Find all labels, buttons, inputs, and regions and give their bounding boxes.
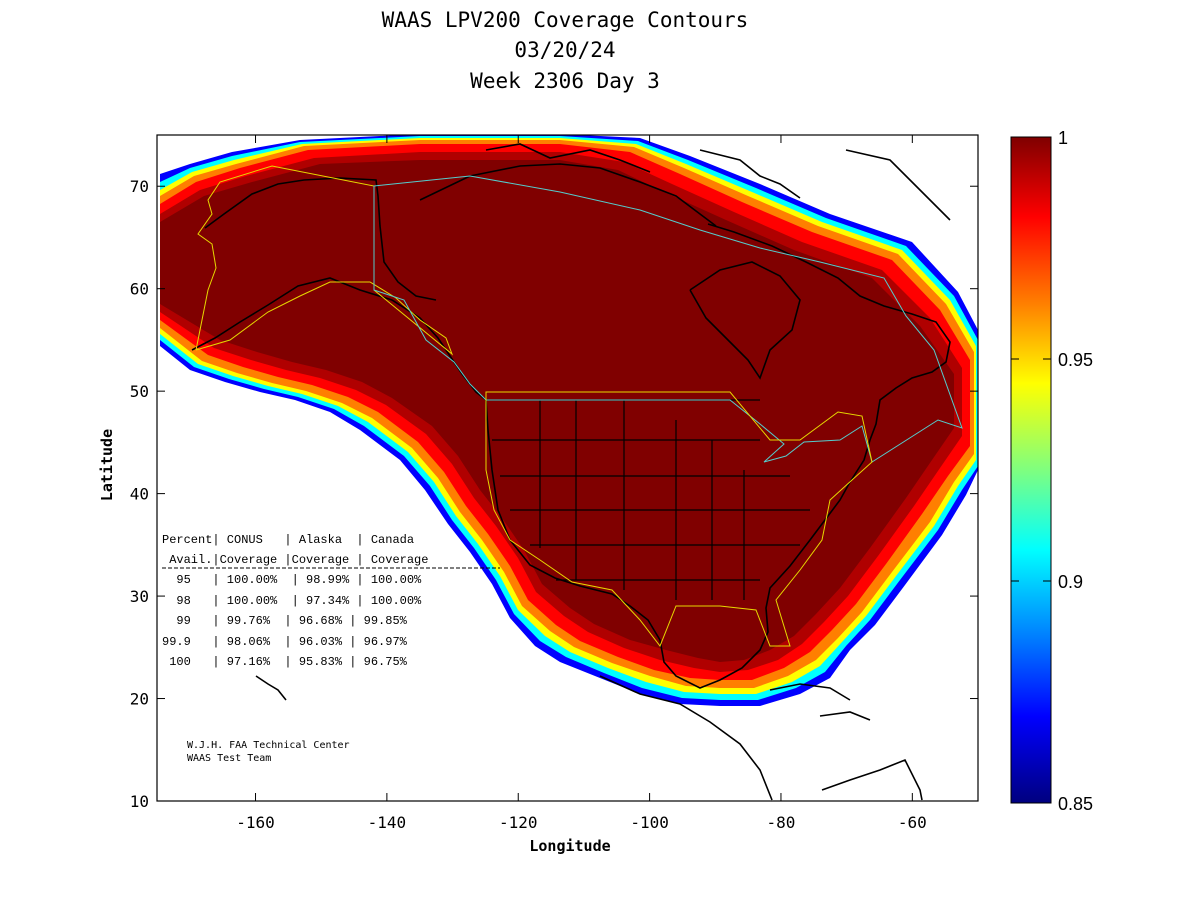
x-axis-ticks: -160 -140 -120 -100 -80 -60 — [236, 135, 927, 832]
colorbar-tick-label: 1 — [1058, 128, 1068, 148]
y-tick-label: 70 — [130, 177, 149, 196]
title-line-3: Week 2306 Day 3 — [470, 69, 660, 93]
credit-line-2: WAAS Test Team — [187, 753, 271, 764]
canada-boundary — [373, 175, 963, 463]
colorbar-tick-label: 0.9 — [1058, 572, 1083, 592]
x-tick-label: -80 — [767, 813, 796, 832]
x-tick-label: -100 — [630, 813, 669, 832]
title-line-1: WAAS LPV200 Coverage Contours — [381, 8, 749, 32]
table-row: 100 | 97.16% | 95.83% | 96.75% — [162, 655, 408, 669]
credit-line-1: W.J.H. FAA Technical Center — [187, 740, 350, 751]
table-row: 99.9 | 98.06% | 96.03% | 96.97% — [162, 635, 408, 649]
y-tick-label: 20 — [130, 690, 149, 709]
coastlines — [191, 143, 951, 801]
y-tick-label: 10 — [130, 792, 149, 811]
table-row: 98 | 100.00% | 97.34% | 100.00% — [162, 594, 422, 608]
x-tick-label: -160 — [236, 813, 275, 832]
colorbar-ticks: 1 0.95 0.9 0.85 — [1011, 128, 1093, 814]
x-tick-label: -60 — [898, 813, 927, 832]
table-header-line-1: Percent| CONUS | Alaska | Canada — [162, 533, 414, 547]
table-row: 95 | 100.00% | 98.99% | 100.00% — [162, 573, 422, 587]
coverage-table: Percent| CONUS | Alaska | Canada Avail.|… — [162, 533, 500, 669]
y-tick-label: 50 — [130, 382, 149, 401]
x-tick-label: -120 — [499, 813, 538, 832]
y-tick-label: 60 — [130, 280, 149, 299]
conus-boundary — [485, 391, 873, 648]
plot-frame — [156, 134, 979, 802]
title-line-2: 03/20/24 — [514, 38, 616, 62]
contour-band-full — [160, 160, 954, 662]
y-axis-ticks: 10 20 30 40 50 60 70 — [130, 177, 978, 811]
table-row: 99 | 99.76% | 96.68% | 99.85% — [162, 614, 408, 628]
colorbar — [1010, 136, 1052, 804]
y-tick-label: 30 — [130, 587, 149, 606]
table-header-line-2: Avail.|Coverage |Coverage | Coverage — [162, 553, 428, 567]
coverage-contours — [160, 135, 978, 801]
y-axis-label: Latitude — [98, 429, 116, 501]
colorbar-tick-label: 0.95 — [1058, 350, 1093, 370]
x-axis-label: Longitude — [529, 837, 610, 855]
colorbar-tick-label: 0.85 — [1058, 794, 1093, 814]
y-tick-label: 40 — [130, 485, 149, 504]
x-tick-label: -140 — [368, 813, 407, 832]
